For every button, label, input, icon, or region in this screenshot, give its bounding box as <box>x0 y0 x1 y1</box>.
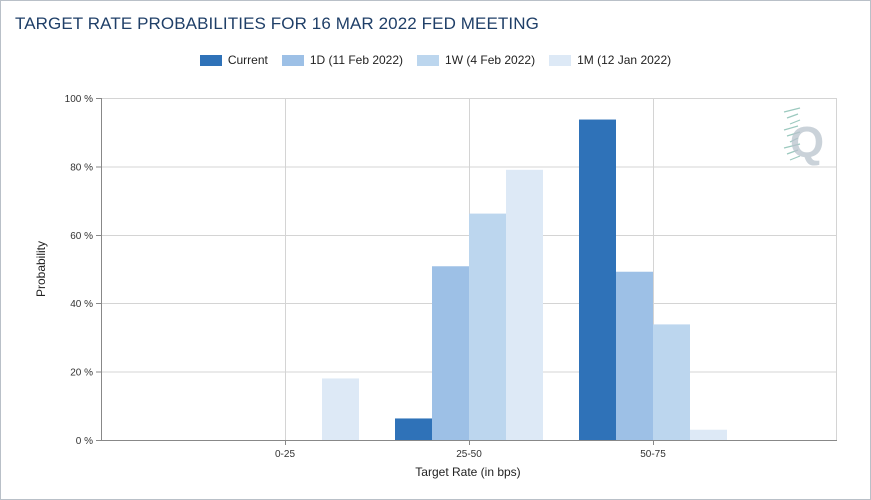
bar[interactable] <box>616 271 653 440</box>
legend-swatch <box>417 54 440 66</box>
y-tick-label: 0 % <box>76 436 93 447</box>
x-tick-label: 25-50 <box>456 449 482 460</box>
watermark-stroke <box>783 107 801 113</box>
legend-label: 1W (4 Feb 2022) <box>445 53 536 67</box>
bar[interactable] <box>579 119 616 441</box>
y-tick-label: 40 % <box>70 299 93 310</box>
bar[interactable] <box>432 266 469 440</box>
legend-swatch <box>199 54 222 66</box>
x-tick-label: 0-25 <box>275 449 295 460</box>
bar[interactable] <box>506 169 543 440</box>
watermark-stroke <box>789 155 801 161</box>
y-axis-label: Probability <box>34 241 48 297</box>
watermark-stroke <box>786 149 799 155</box>
chart-title: TARGET RATE PROBABILITIES FOR 16 MAR 202… <box>15 14 539 33</box>
x-axis-label: Target Rate (in bps) <box>415 465 520 479</box>
legend-item[interactable]: 1D (11 Feb 2022) <box>281 53 404 67</box>
y-tick-label: 80 % <box>70 162 93 173</box>
legend-label: Current <box>227 53 268 67</box>
chart-legend: Current 1D (11 Feb 2022) 1W (4 Feb 2022) 1M… <box>0 53 871 67</box>
watermark-stroke <box>783 125 799 131</box>
watermark-q: Q <box>790 118 824 167</box>
watermark-logo: Q <box>783 107 824 167</box>
axes: 0 % 20 % 40 % 60 % 80 % 100 % 0-25 25-50 50-75 <box>65 94 837 460</box>
y-tick-label: 20 % <box>70 368 93 379</box>
legend-swatch <box>281 54 304 66</box>
bar[interactable] <box>322 378 359 440</box>
x-tick-label: 50-75 <box>640 449 666 460</box>
legend-label: 1D (11 Feb 2022) <box>309 53 404 67</box>
watermark-stroke <box>786 113 799 119</box>
bar[interactable] <box>690 429 727 440</box>
bar[interactable] <box>395 418 432 440</box>
legend-item[interactable]: Current <box>199 53 268 67</box>
legend-swatch <box>549 54 572 66</box>
bar[interactable] <box>653 324 690 440</box>
legend-item[interactable]: 1M (12 Jan 2022) <box>549 53 671 67</box>
legend-item[interactable]: 1W (4 Feb 2022) <box>417 53 535 67</box>
watermark-stroke <box>786 131 801 137</box>
y-tick-label: 60 % <box>70 231 93 242</box>
y-tick-label: 100 % <box>65 94 93 105</box>
legend-label: 1M (12 Jan 2022) <box>577 53 672 67</box>
watermark-stroke <box>789 119 801 125</box>
bar[interactable] <box>469 213 506 440</box>
watermark-stroke <box>789 137 799 143</box>
watermark-stroke <box>783 143 801 149</box>
bars <box>322 119 727 441</box>
